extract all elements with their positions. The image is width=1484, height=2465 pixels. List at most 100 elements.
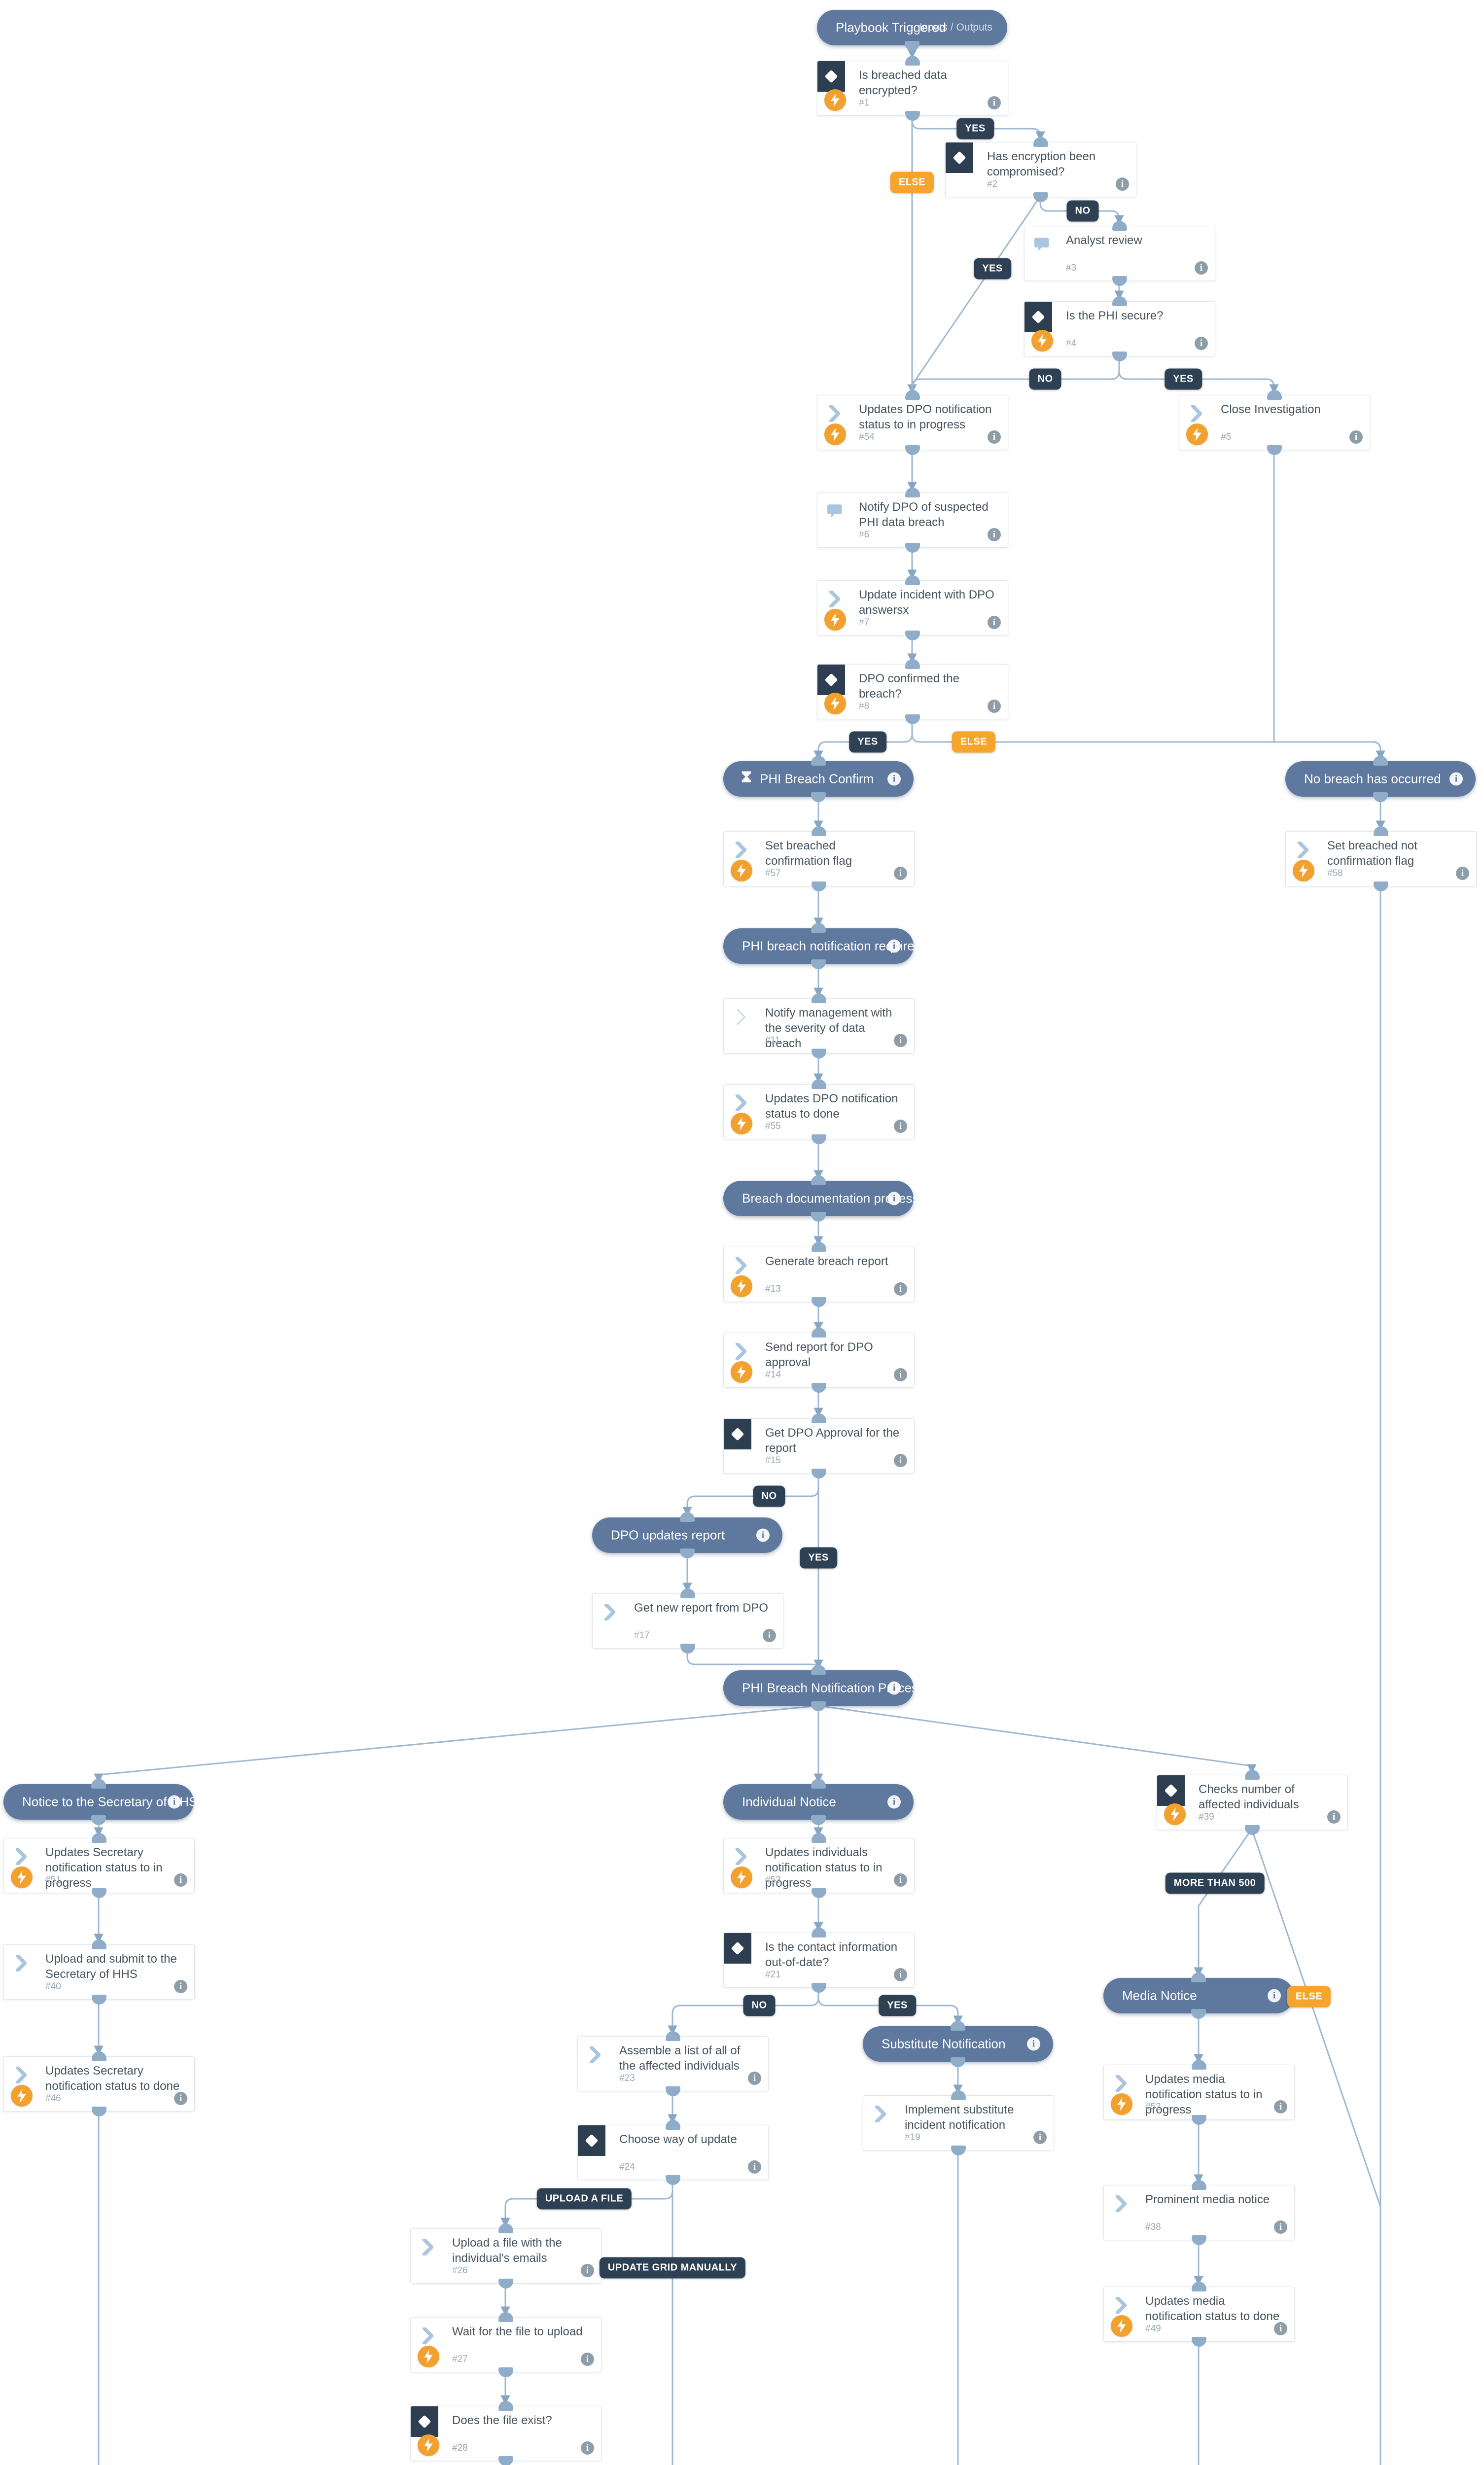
task-node-set-breached-confirmation-flag[interactable]: Set breached confirmation flag #57 i (723, 826, 915, 891)
info-icon[interactable]: i (988, 528, 1001, 541)
info-icon[interactable]: i (174, 1980, 187, 1993)
info-icon[interactable]: i (988, 96, 1001, 109)
task-node-updates-media-status-done[interactable]: Updates media notification status to don… (1103, 2282, 1295, 2347)
info-icon[interactable]: i (1327, 1810, 1341, 1824)
task-node-prominent-media-notice[interactable]: Prominent media notice #38 i (1103, 2180, 1295, 2245)
info-icon[interactable]: i (894, 1282, 907, 1296)
info-icon[interactable]: i (894, 1454, 907, 1467)
task-node-is-the-phi-secure[interactable]: Is the PHI secure? #4 i (1024, 296, 1215, 361)
info-icon[interactable]: i (1033, 2131, 1047, 2144)
info-icon[interactable]: i (1274, 2220, 1287, 2234)
edge-label-no[interactable]: NO (753, 1485, 785, 1507)
section-breach-documentation-process[interactable]: Breach documentation process i (723, 1175, 919, 1222)
section-phi-breach-notification-process[interactable]: PHI Breach Notification Process i (723, 1665, 924, 1711)
info-icon[interactable]: i (894, 1873, 907, 1887)
section-substitute-notification[interactable]: Substitute Notification i (863, 2021, 1053, 2067)
edge-label-yes[interactable]: YES (849, 731, 886, 753)
task-node-has-encryption-been-compromised[interactable]: Has encryption been compromised? #2 i (945, 137, 1136, 202)
task-node-wait-for-file-to-upload[interactable]: Wait for the file to upload #27 i (410, 2312, 601, 2377)
task-node-update-incident-with-dpo-answers[interactable]: Update incident with DPO answersx #7 i (817, 575, 1008, 640)
task-node-is-contact-info-out-of-date[interactable]: Is the contact information out-of-date? … (723, 1928, 915, 1993)
info-icon[interactable]: i (581, 2441, 594, 2455)
task-node-get-new-report-from-dpo[interactable]: Get new report from DPO #17 i (592, 1588, 783, 1654)
info-icon[interactable]: i (1349, 430, 1363, 444)
info-icon[interactable]: i (1274, 2100, 1287, 2113)
edge-label-no[interactable]: NO (1029, 368, 1061, 390)
info-icon[interactable]: i (1195, 337, 1208, 350)
task-node-checks-number-of-affected-individuals[interactable]: Checks number of affected individuals #3… (1157, 1770, 1348, 1835)
task-node-generate-breach-report[interactable]: Generate breach report #13 i (723, 1242, 915, 1307)
task-node-implement-substitute-incident-notification[interactable]: Implement substitute incident notificati… (863, 2090, 1054, 2155)
edge-label-yes[interactable]: YES (800, 1547, 837, 1569)
task-node-updates-secretary-status-in-progress[interactable]: Updates Secretary notification status to… (3, 1833, 195, 1898)
task-node-updates-individuals-status-in-progress[interactable]: Updates individuals notification status … (723, 1833, 915, 1898)
info-icon[interactable]: i (1456, 867, 1469, 880)
info-icon[interactable]: i (988, 700, 1001, 713)
task-node-notify-dpo-of-suspected-breach[interactable]: Notify DPO of suspected PHI data breach … (817, 488, 1008, 553)
info-icon[interactable]: i (174, 1873, 187, 1887)
task-node-updates-media-status-in-progress[interactable]: Updates media notification status to in … (1103, 2060, 1295, 2125)
edge-label-more-than-500[interactable]: MORE THAN 500 (1165, 1872, 1265, 1894)
task-node-dpo-confirmed-the-breach[interactable]: DPO confirmed the breach? #8 i (817, 659, 1008, 724)
info-icon[interactable]: i (887, 1795, 901, 1809)
edge-label-upload-a-file[interactable]: UPLOAD A FILE (536, 2188, 632, 2210)
task-node-assemble-list-of-affected-individuals[interactable]: Assemble a list of all of the affected i… (577, 2031, 769, 2096)
task-node-updates-dpo-status-in-progress[interactable]: Updates DPO notification status to in pr… (817, 390, 1008, 455)
section-phi-breach-notification-required[interactable]: PHI breach notification required i (723, 923, 921, 969)
edge-label-else[interactable]: ELSE (952, 731, 996, 753)
section-notice-to-secretary-of-hhs[interactable]: Notice to the Secretary of HHS i (3, 1779, 197, 1825)
edge-label-else[interactable]: ELSE (1287, 1986, 1331, 2007)
edge-label-else[interactable]: ELSE (890, 172, 934, 193)
info-icon[interactable]: i (1116, 177, 1129, 191)
task-node-is-breached-data-encrypted[interactable]: Is breached data encrypted? #1 i (817, 56, 1008, 121)
info-icon[interactable]: i (1268, 1989, 1281, 2003)
info-icon[interactable]: i (168, 1795, 181, 1809)
info-icon[interactable]: i (763, 1629, 776, 1642)
task-node-close-investigation-top[interactable]: Close Investigation #5 i (1179, 390, 1370, 455)
edge-label-yes[interactable]: YES (974, 258, 1011, 280)
info-icon[interactable]: i (1027, 2037, 1040, 2051)
task-node-upload-and-submit-to-secretary[interactable]: Upload and submit to the Secretary of HH… (3, 1939, 195, 2005)
info-icon[interactable]: i (748, 2072, 761, 2085)
section-media-notice[interactable]: Media Notice i (1103, 1972, 1294, 2019)
info-icon[interactable]: i (988, 616, 1001, 629)
info-icon[interactable]: i (894, 1368, 907, 1381)
task-node-analyst-review[interactable]: Analyst review #3 i (1024, 221, 1215, 286)
task-node-updates-dpo-status-done[interactable]: Updates DPO notification status to done … (723, 1079, 915, 1144)
edge-label-yes[interactable]: YES (956, 118, 994, 140)
info-icon[interactable]: i (894, 1120, 907, 1133)
task-node-set-breached-not-confirmation-flag[interactable]: Set breached not confirmation flag #58 i (1285, 826, 1477, 891)
task-node-updates-secretary-status-done[interactable]: Updates Secretary notification status to… (3, 2051, 195, 2116)
edge-label-no[interactable]: NO (743, 1995, 776, 2016)
info-icon[interactable]: i (887, 1681, 901, 1695)
info-icon[interactable]: i (887, 772, 901, 786)
section-dpo-updates-report[interactable]: DPO updates report i (592, 1512, 782, 1558)
section-phi-breach-confirm[interactable]: PHI Breach Confirm i (723, 756, 914, 802)
inputs-outputs-link[interactable]: Inputs / Outputs (919, 22, 992, 33)
info-icon[interactable]: i (887, 939, 901, 953)
section-individual-notice[interactable]: Individual Notice i (723, 1779, 914, 1825)
task-node-choose-way-of-update[interactable]: Choose way of update #24 i (577, 2120, 769, 2185)
edge-label-no[interactable]: NO (1066, 200, 1099, 222)
info-icon[interactable]: i (1449, 772, 1463, 786)
info-icon[interactable]: i (894, 1034, 907, 1047)
info-icon[interactable]: i (894, 1968, 907, 1981)
section-no-breach-has-occurred[interactable]: No breach has occurred i (1285, 756, 1476, 802)
info-icon[interactable]: i (887, 1192, 901, 1205)
info-icon[interactable]: i (988, 430, 1001, 444)
task-node-notify-management-severity[interactable]: Notify management with the severity of d… (723, 993, 915, 1058)
info-icon[interactable]: i (748, 2160, 761, 2174)
info-icon[interactable]: i (581, 2264, 594, 2277)
info-icon[interactable]: i (174, 2092, 187, 2105)
start-node-playbook-triggered[interactable]: Playbook Triggered Inputs / Outputs (817, 10, 1007, 51)
task-node-does-the-file-exist[interactable]: Does the file exist? #28 i (410, 2401, 601, 2465)
task-node-upload-file-with-individuals-emails[interactable]: Upload a file with the individual's emai… (410, 2223, 601, 2289)
info-icon[interactable]: i (1195, 261, 1208, 275)
edge-label-yes[interactable]: YES (1165, 368, 1202, 390)
info-icon[interactable]: i (1274, 2322, 1287, 2335)
info-icon[interactable]: i (581, 2353, 594, 2366)
task-node-send-report-for-dpo-approval[interactable]: Send report for DPO approval #14 i (723, 1328, 915, 1393)
info-icon[interactable]: i (894, 867, 907, 880)
edge-label-update-grid-manually[interactable]: UPDATE GRID MANUALLY (599, 2257, 746, 2279)
edge-label-yes[interactable]: YES (879, 1995, 916, 2016)
